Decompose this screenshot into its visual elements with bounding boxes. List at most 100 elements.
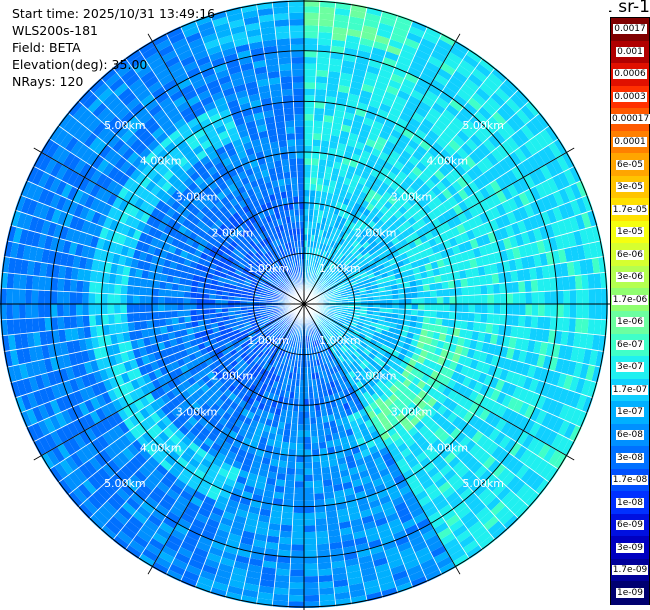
beta-cell [514,233,525,247]
beta-cell [319,6,336,15]
beta-cell [267,529,281,538]
beta-cell [167,422,179,434]
beta-cell [231,424,241,434]
beta-cell [317,316,323,322]
beta-cell [427,146,440,159]
beta-cell [53,251,63,266]
beta-cell [273,587,290,595]
beta-cell [529,200,541,216]
beta-cell [331,560,346,569]
beta-cell [367,352,376,360]
beta-cell [481,254,490,266]
beta-cell [126,151,140,165]
beta-cell [424,534,441,547]
beta-cell [342,278,350,284]
beta-cell [136,159,149,173]
beta-cell [139,448,152,461]
beta-cell [83,413,96,428]
beta-cell [421,214,432,225]
beta-cell [19,304,26,319]
beta-cell [455,304,463,313]
beta-cell [562,276,570,291]
beta-cell [288,332,293,340]
beta-cell [357,554,373,565]
beta-cell [101,304,108,315]
beta-cell [406,32,423,44]
beta-cell [120,351,130,363]
beta-cell [304,556,318,564]
beta-cell [286,467,296,475]
beta-cell [193,421,205,432]
beta-cell [198,276,207,283]
beta-cell [237,348,245,356]
beta-cell [60,341,69,356]
beta-cell [327,313,334,317]
beta-cell [304,449,312,456]
beta-cell [184,462,198,474]
beta-cell [341,240,349,248]
beta-cell [514,257,523,271]
beta-cell [353,431,364,440]
beta-cell [512,194,524,209]
beta-cell [426,407,437,419]
beta-cell [240,422,250,432]
beta-cell [230,338,239,346]
beta-cell [156,176,168,189]
beta-cell [512,292,520,304]
beta-cell [394,61,410,73]
beta-cell [327,278,334,285]
beta-cell [487,72,504,88]
beta-cell [68,155,81,171]
beta-cell [471,92,487,107]
beta-cell [510,325,519,338]
beta-cell [467,73,484,88]
beta-cell [409,60,425,73]
beta-cell [244,451,256,461]
beta-cell [357,335,365,342]
beta-cell [149,400,161,412]
beta-cell [378,252,387,260]
beta-cell [93,224,103,238]
beta-cell [327,246,333,254]
beta-cell [356,227,364,236]
beta-cell [164,310,172,319]
beta-cell [527,339,536,353]
beta-cell [363,77,377,88]
beta-cell [161,332,170,342]
beta-cell [372,87,386,98]
beta-cell [285,474,296,482]
beta-cell [135,240,145,252]
beta-cell [465,268,473,279]
beta-cell [328,367,335,375]
beta-cell [535,266,544,280]
beta-cell [136,529,153,544]
beta-cell [271,283,278,289]
beta-cell [461,312,469,322]
beta-cell [213,575,231,586]
beta-cell [541,195,553,211]
beta-cell [69,315,78,329]
beta-cell [245,263,253,270]
beta-cell [365,460,377,470]
beta-cell [326,83,339,92]
beta-cell [333,187,342,196]
beta-cell [395,14,413,27]
beta-cell [74,243,84,257]
beta-cell [564,201,576,218]
beta-cell [450,335,459,345]
beta-cell [20,394,33,411]
beta-cell [175,262,184,272]
beta-cell [427,449,440,462]
beta-cell [451,478,466,492]
beta-cell [310,436,319,444]
beta-cell [334,277,342,284]
beta-cell [343,351,351,359]
beta-cell [522,327,531,340]
beta-cell [338,238,346,246]
beta-cell [108,218,119,232]
beta-cell [543,316,551,330]
beta-cell [261,315,269,320]
beta-cell [76,280,84,293]
beta-cell [264,321,272,327]
beta-cell [393,422,404,433]
